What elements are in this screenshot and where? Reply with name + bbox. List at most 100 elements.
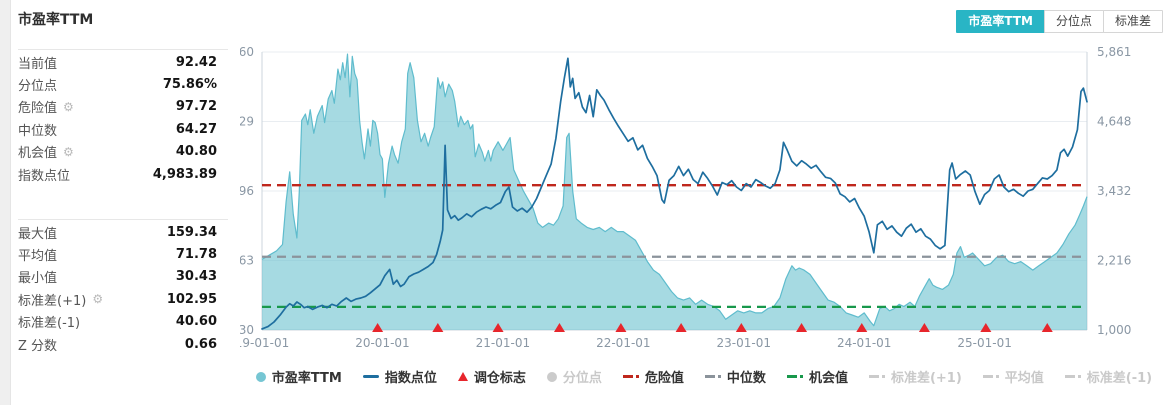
stat-label-z-score: Z 分数 bbox=[18, 338, 58, 354]
circle-legend-icon bbox=[546, 371, 557, 382]
legend-label: 危险值 bbox=[644, 371, 684, 386]
stat-row-index-level: 指数点位 4,983.89 bbox=[18, 163, 217, 185]
legend-item-median[interactable]: 中位数 bbox=[704, 367, 766, 386]
dash-legend-icon bbox=[868, 375, 885, 378]
stat-value-stddev-minus1: 40.60 bbox=[175, 314, 217, 330]
rebalance-marker-icon[interactable] bbox=[553, 323, 565, 332]
legend-item-rebalance-flag[interactable]: 调仓标志 bbox=[457, 367, 526, 386]
stat-value-max-value: 159.34 bbox=[166, 224, 217, 240]
x-axis-tick: 21-01-01 bbox=[476, 336, 530, 350]
rebalance-marker-icon[interactable] bbox=[735, 323, 747, 332]
stat-label-index-level: 指数点位 bbox=[18, 168, 71, 184]
stat-value-current-value: 92.42 bbox=[175, 54, 217, 70]
stat-row-mean-value: 平均值 71.78 bbox=[18, 243, 217, 265]
legend-label: 分位点 bbox=[562, 371, 602, 386]
rebalance-marker-icon[interactable] bbox=[856, 323, 868, 332]
stat-row-stddev-minus1: 标准差(-1) 40.60 bbox=[18, 311, 217, 333]
valuation-chart[interactable]: 160 5,861 129 4,648 96 3,432 63 2,216 30 1,000 19-… bbox=[240, 40, 1168, 358]
stat-value-min-value: 30.43 bbox=[175, 269, 217, 285]
left-gutter bbox=[0, 0, 11, 405]
gear-icon[interactable]: ⚙ bbox=[63, 99, 74, 114]
toggle-pe-ttm-button[interactable]: 市盈率TTM bbox=[956, 10, 1045, 33]
y-axis-right-tick: 5,861 bbox=[1097, 45, 1131, 59]
stat-label-max-value: 最大值 bbox=[18, 226, 58, 242]
stat-row-min-value: 最小值 30.43 bbox=[18, 266, 217, 288]
stat-row-stddev-plus1: 标准差(+1) ⚙ 102.95 bbox=[18, 288, 217, 310]
pe-ttm-area-edge bbox=[261, 53, 1088, 327]
stats-primary: 当前值 92.42 分位点 75.86% 危险值 ⚙ 97.72 中位数 64.27 机会值 ⚙ 40… bbox=[18, 51, 217, 185]
y-axis-left-tick: 96 bbox=[240, 184, 254, 198]
stat-label-danger-value: 危险值 ⚙ bbox=[18, 99, 74, 117]
stat-label-current-value: 当前值 bbox=[18, 56, 58, 72]
y-axis-right-tick: 3,432 bbox=[1097, 184, 1131, 198]
stat-label-mean-value: 平均值 bbox=[18, 249, 58, 265]
stat-row-z-score: Z 分数 0.66 bbox=[18, 333, 217, 355]
stat-row-percentile: 分位点 75.86% bbox=[18, 73, 217, 95]
stat-row-current-value: 当前值 92.42 bbox=[18, 51, 217, 73]
x-axis-tick: 23-01-01 bbox=[717, 336, 771, 350]
rebalance-marker-icon[interactable] bbox=[1041, 323, 1053, 332]
stat-row-median: 中位数 64.27 bbox=[18, 118, 217, 140]
rebalance-marker-icon[interactable] bbox=[980, 323, 992, 332]
stat-value-index-level: 4,983.89 bbox=[152, 166, 217, 182]
rebalance-marker-icon[interactable] bbox=[372, 323, 384, 332]
stat-value-median: 64.27 bbox=[175, 121, 217, 137]
chart-legend: 市盈率TTM 指数点位 调仓标志 分位点 危险值 中位数 机会值 标准差(+1) 平均值 标准差(… bbox=[240, 367, 1168, 386]
legend-item-opportunity-value[interactable]: 机会值 bbox=[786, 367, 848, 386]
rebalance-marker-icon[interactable] bbox=[796, 323, 808, 332]
y-axis-left-tick: 160 bbox=[240, 45, 254, 59]
gear-icon[interactable]: ⚙ bbox=[63, 144, 74, 159]
legend-label: 平均值 bbox=[1004, 371, 1044, 386]
stat-value-mean-value: 71.78 bbox=[175, 247, 217, 263]
rebalance-marker-icon[interactable] bbox=[492, 323, 504, 332]
dash-legend-icon bbox=[704, 375, 721, 378]
stat-label-min-value: 最小值 bbox=[18, 271, 58, 287]
legend-item-stddev-plus1[interactable]: 标准差(+1) bbox=[868, 367, 962, 386]
legend-item-mean-value[interactable]: 平均值 bbox=[982, 367, 1044, 386]
x-axis-tick: 19-01-01 bbox=[240, 336, 289, 350]
stat-value-z-score: 0.66 bbox=[184, 336, 217, 352]
legend-item-percentile[interactable]: 分位点 bbox=[546, 367, 602, 386]
page-title: 市盈率TTM bbox=[18, 12, 94, 28]
rebalance-marker-icon[interactable] bbox=[918, 323, 930, 332]
legend-label: 指数点位 bbox=[384, 371, 437, 386]
legend-item-danger-value[interactable]: 危险值 bbox=[622, 367, 684, 386]
stat-value-danger-value: 97.72 bbox=[175, 99, 217, 115]
toggle-percentile-button[interactable]: 分位点 bbox=[1043, 10, 1104, 33]
dash-legend-icon bbox=[786, 375, 803, 378]
circle-legend-icon bbox=[255, 371, 266, 382]
legend-item-stddev-minus1[interactable]: 标准差(-1) bbox=[1064, 367, 1152, 386]
dash-legend-icon bbox=[1064, 375, 1081, 378]
y-axis-right-tick: 1,000 bbox=[1097, 323, 1131, 337]
x-axis-tick: 20-01-01 bbox=[355, 336, 409, 350]
dash-legend-icon bbox=[622, 375, 639, 378]
rebalance-marker-icon[interactable] bbox=[675, 323, 687, 332]
stat-value-opportunity-value: 40.80 bbox=[175, 144, 217, 160]
index-level-line bbox=[261, 57, 1088, 330]
stats-secondary: 最大值 159.34 平均值 71.78 最小值 30.43 标准差(+1) ⚙ 102.95 标… bbox=[18, 221, 217, 355]
stat-label-opportunity-value: 机会值 ⚙ bbox=[18, 144, 74, 162]
stat-row-max-value: 最大值 159.34 bbox=[18, 221, 217, 243]
y-axis-left-tick: 30 bbox=[240, 323, 254, 337]
rebalance-marker-icon[interactable] bbox=[432, 323, 444, 332]
stat-label-median: 中位数 bbox=[18, 123, 58, 139]
legend-item-index-level[interactable]: 指数点位 bbox=[362, 367, 437, 386]
x-axis-tick: 25-01-01 bbox=[957, 336, 1011, 350]
legend-label: 机会值 bbox=[808, 371, 848, 386]
rebalance-marker-icon[interactable] bbox=[615, 323, 627, 332]
y-axis-right-tick: 4,648 bbox=[1097, 115, 1131, 129]
gear-icon[interactable]: ⚙ bbox=[92, 292, 104, 307]
legend-label: 市盈率TTM bbox=[271, 371, 342, 386]
triangle-legend-icon bbox=[457, 372, 468, 381]
divider bbox=[18, 49, 228, 50]
x-axis-tick: 22-01-01 bbox=[596, 336, 650, 350]
stat-row-opportunity-value: 机会值 ⚙ 40.80 bbox=[18, 141, 217, 163]
legend-item-pe-ttm[interactable]: 市盈率TTM bbox=[255, 367, 342, 386]
y-axis-left-tick: 129 bbox=[240, 115, 254, 129]
legend-label: 中位数 bbox=[726, 371, 766, 386]
y-axis-right-tick: 2,216 bbox=[1097, 254, 1131, 268]
stat-label-stddev-minus1: 标准差(-1) bbox=[18, 316, 81, 332]
divider bbox=[18, 219, 228, 220]
toggle-stddev-button[interactable]: 标准差 bbox=[1102, 10, 1163, 33]
